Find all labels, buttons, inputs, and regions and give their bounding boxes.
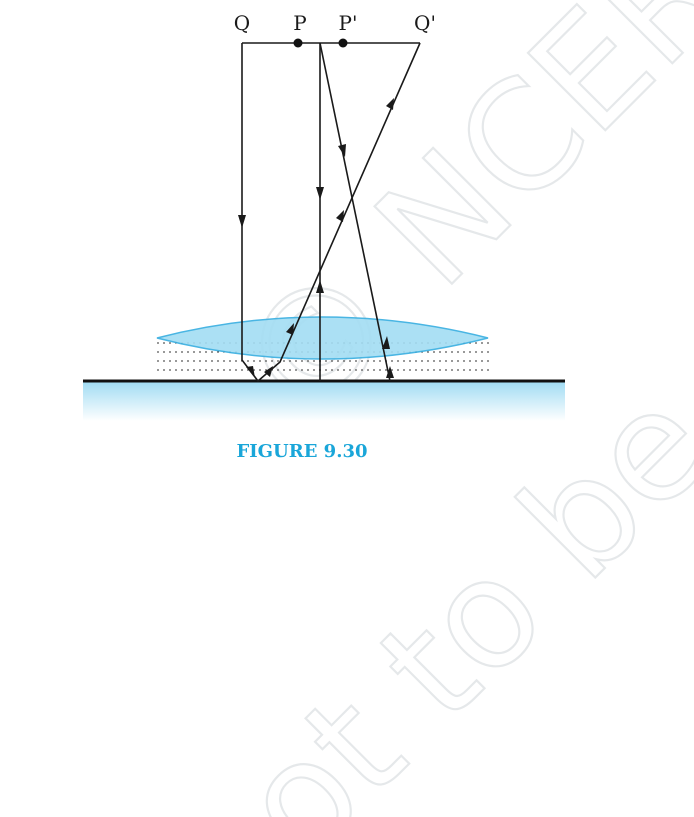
arrow-up-slant-right <box>382 336 390 349</box>
point-p-prime <box>338 38 348 48</box>
label-q: Q <box>234 11 250 35</box>
point-p <box>293 38 303 48</box>
ray-arrows <box>238 98 394 378</box>
label-p-prime: P' <box>339 11 358 35</box>
arrow-up-cross-low <box>286 323 294 335</box>
arrow-up-cross-mid <box>336 210 344 222</box>
arrow-down-q-ray <box>238 215 246 228</box>
arrow-q-bottom <box>246 366 255 378</box>
ray-from-p-prime <box>319 42 391 382</box>
figure-caption: FIGURE 9.30 <box>236 441 367 462</box>
arrow-up-base-right <box>386 366 394 378</box>
arrow-up-axial <box>316 280 324 293</box>
label-q-prime: Q' <box>414 11 436 35</box>
ray-from-q <box>241 42 421 383</box>
arrow-reflect-up <box>264 366 273 377</box>
arrow-down-axial <box>316 187 324 200</box>
convex-lens <box>156 316 489 360</box>
label-p: P <box>293 11 306 35</box>
arrow-up-cross-top <box>386 98 394 110</box>
glass-plate-surface <box>83 381 565 421</box>
arrow-down-slant <box>338 144 346 157</box>
